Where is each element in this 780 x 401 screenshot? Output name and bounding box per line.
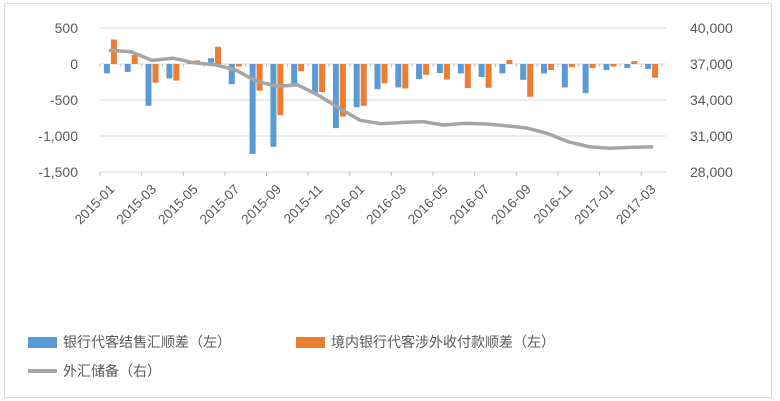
bars-series-1 [110,39,659,117]
x-axis-label: 2015-07 [197,182,243,228]
bars-series-0 [103,58,652,154]
bar [478,64,485,77]
x-axis-label: 2017-01 [571,182,617,228]
y-axis-left-label: 0 [70,56,78,72]
blue-bar-swatch-icon [28,336,57,348]
bar [270,64,277,147]
fx-reserves-line [108,48,654,150]
bar [443,64,450,80]
bar [624,64,631,68]
x-axis-label: 2015-05 [155,182,201,228]
y-axis-left-label: 500 [55,20,79,36]
x-axis-label: 2016-05 [405,182,451,228]
legend-item-crossborder-payments-surplus: 境内银行代客涉外收付款顺差（左） [296,332,555,352]
bar [332,64,339,129]
x-axis-label: 2016-11 [531,182,576,227]
bar [381,64,388,84]
chart-frame [4,3,772,398]
bar [582,64,589,94]
bar [291,64,298,85]
x-axis-label: 2015-11 [281,182,326,227]
x-axis-label: 2015-03 [114,182,160,228]
bar [131,55,138,64]
bar [319,64,326,93]
legend-label: 境内银行代客涉外收付款顺差（左） [331,334,555,350]
y-axis-left: 500 0 -500 -1,000 -1,500 [38,20,78,180]
x-axis-label: 2016-09 [488,182,534,228]
bar [145,64,152,106]
bar [256,64,263,91]
bar [485,64,492,88]
bar [423,64,430,75]
x-axis-label: 2016-07 [447,182,493,228]
x-axis-label: 2015-09 [238,182,284,228]
bar [208,58,214,64]
bar [235,64,242,67]
bar [589,64,596,68]
y-axis-right-label: 28,000 [690,164,733,180]
bar [152,64,159,83]
bar [360,64,367,106]
y-axis-right-label: 34,000 [690,92,733,108]
bar [124,64,131,72]
bar [215,46,221,64]
y-axis-right-label: 37,000 [690,56,733,72]
axis-ticks [99,64,663,176]
x-axis-labels: 2015-012015-032015-052015-072015-092015-… [72,182,659,228]
bar [339,64,346,117]
legend-label: 银行代客结售汇顺差（左） [63,334,231,350]
bar [298,64,305,72]
bar [166,64,173,79]
gridlines [100,27,666,173]
bar [568,64,575,68]
bar [520,64,527,80]
bar [499,64,506,74]
bar [416,64,423,80]
bar [277,64,284,116]
legend-item-fx-reserves: 外汇储备（右） [28,361,161,381]
bar [561,64,568,88]
bar [228,64,235,85]
bar [541,64,547,74]
bar [603,64,610,71]
x-axis-label: 2017-03 [613,182,659,228]
bar [506,60,513,64]
bar [464,64,471,89]
orange-bar-swatch-icon [296,336,325,348]
legend-label: 外汇储备（右） [63,363,161,379]
bar [402,64,409,89]
x-axis-label: 2016-03 [363,182,409,228]
bar [173,64,180,81]
bar [374,64,381,90]
bar [353,64,360,108]
bar [103,64,110,74]
bar [631,61,638,64]
bar [436,64,443,73]
y-axis-left-label: -500 [50,92,78,108]
bar [527,64,534,97]
x-axis-label: 2016-01 [322,182,368,228]
y-axis-left-label: -1,500 [38,164,78,180]
bar [548,64,554,71]
bar [652,64,659,78]
y-axis-right-label: 40,000 [690,20,733,36]
x-axis-label: 2015-01 [72,182,118,228]
bar [457,64,464,74]
bar [645,64,652,69]
bar [249,64,256,154]
y-axis-left-label: -1,000 [38,128,78,144]
bar [395,64,402,88]
y-axis-right-label: 31,000 [690,128,733,144]
bar [610,64,617,67]
legend-item-settlement-surplus: 银行代客结售汇顺差（左） [28,332,231,352]
y-axis-right: 40,000 37,000 34,000 31,000 28,000 [690,20,733,180]
gray-line-swatch-icon [28,369,57,373]
bar [312,64,319,93]
